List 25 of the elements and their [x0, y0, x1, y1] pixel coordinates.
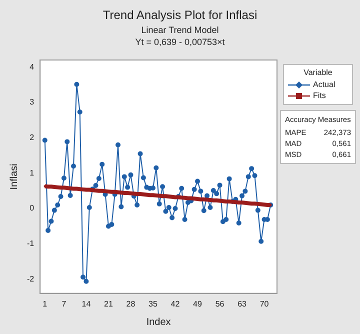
x-tick-label: 63 — [238, 299, 248, 308]
x-axis-title: Index — [146, 316, 171, 328]
legend-label: Actual — [313, 80, 336, 89]
x-tick-label: 70 — [260, 299, 270, 308]
x-tick-label: 21 — [104, 299, 114, 308]
y-tick-label: 4 — [30, 62, 35, 72]
y-tick-label: 2 — [30, 133, 35, 142]
x-tick-label: 42 — [170, 299, 180, 308]
y-tick-label: 0 — [30, 204, 35, 213]
legend-label: Fits — [313, 91, 326, 100]
y-tick-label: -2 — [26, 274, 35, 284]
y-tick-label: 1 — [30, 168, 35, 178]
x-tick-label: 1 — [42, 299, 48, 308]
chart-title: Trend Analysis Plot for Inflasi — [102, 8, 258, 22]
x-tick-label: 7 — [62, 299, 67, 308]
legend-title: Variable — [302, 68, 334, 77]
x-tick-label: 56 — [215, 299, 225, 308]
x-tick-label: 14 — [82, 299, 92, 308]
x-tick-label: 49 — [193, 299, 203, 308]
x-tick-label: 28 — [126, 299, 136, 308]
y-tick-label: 3 — [30, 98, 35, 107]
x-tick-label: 35 — [148, 299, 158, 308]
y-tick-label: -1 — [26, 239, 35, 248]
chart-subtitle: Linear Trend Model Yt = 0,639 - 0,00753×t — [134, 24, 226, 48]
y-axis-title: Inflasi — [8, 164, 20, 190]
